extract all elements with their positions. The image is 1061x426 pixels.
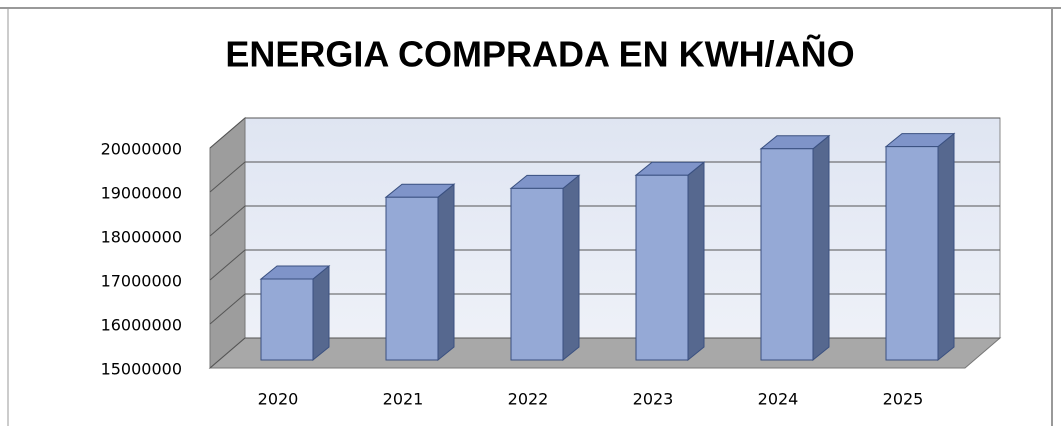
- bar-side: [562, 174, 580, 362]
- bar-side: [312, 264, 330, 362]
- y-tick-label: 17000000: [101, 272, 182, 291]
- bar-side: [687, 161, 705, 362]
- x-tick-label: 2025: [883, 390, 924, 409]
- bar-side: [437, 183, 455, 362]
- bar: [259, 264, 331, 362]
- bar-front: [760, 148, 814, 361]
- bar-side: [812, 134, 830, 362]
- x-tick-label: 2023: [633, 390, 674, 409]
- y-tick-label: 15000000: [101, 360, 182, 379]
- bar-side: [937, 132, 955, 362]
- x-tick-label: 2020: [258, 390, 299, 409]
- side-wall: [209, 116, 246, 370]
- bar: [759, 134, 831, 362]
- bar-front: [260, 278, 314, 361]
- x-tick-label: 2022: [508, 390, 549, 409]
- bar: [384, 183, 456, 362]
- side-grid-line: [209, 117, 246, 149]
- bar-front: [885, 146, 939, 361]
- bar: [884, 132, 956, 362]
- side-grid-line: [209, 293, 246, 325]
- side-grid-line: [209, 249, 246, 281]
- bar-front: [510, 187, 564, 361]
- chart-title: ENERGIA COMPRADA EN KWH/AÑO: [225, 33, 854, 75]
- y-tick-label: 20000000: [101, 140, 182, 159]
- side-grid-line: [209, 205, 246, 237]
- x-tick-label: 2024: [758, 390, 799, 409]
- bar-front: [385, 196, 439, 361]
- bar: [634, 161, 706, 362]
- bar-front: [635, 174, 689, 361]
- side-grid-line: [209, 161, 246, 193]
- y-tick-label: 19000000: [101, 184, 182, 203]
- side-grid-line: [209, 337, 246, 369]
- x-tick-label: 2021: [383, 390, 424, 409]
- y-tick-label: 16000000: [101, 316, 182, 335]
- y-tick-label: 18000000: [101, 228, 182, 247]
- bar: [509, 174, 581, 362]
